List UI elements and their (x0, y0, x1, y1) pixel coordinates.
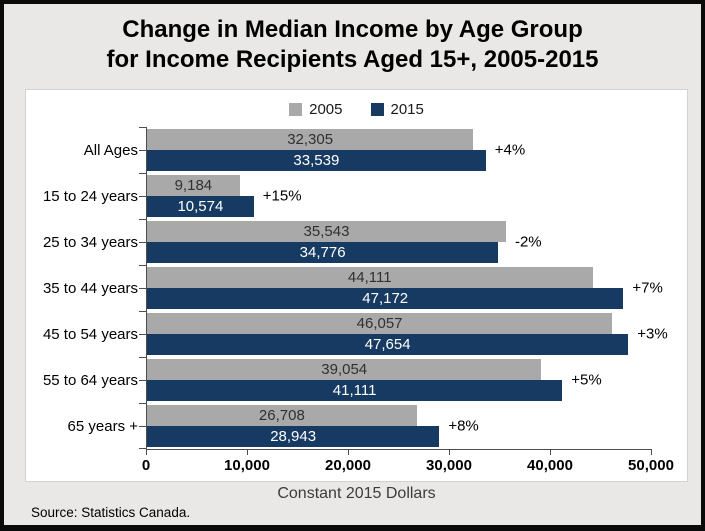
bar-2005: 39,054 (147, 359, 542, 380)
value-label: 41,111 (332, 382, 377, 399)
y-axis-tick (139, 288, 146, 289)
y-axis-tick (139, 403, 146, 404)
plot-area: 32,305 33,539 +4% 9,184 10,574 +15% 35,543 34,7… (139, 127, 668, 450)
y-axis-tick (139, 448, 146, 449)
value-label: 39,054 (321, 361, 368, 378)
bar-2015: 10,574 (147, 196, 254, 217)
y-axis-tick (139, 196, 146, 197)
y-axis-tick (139, 150, 146, 151)
category-label: 65 years + (67, 417, 138, 435)
value-label: 44,111 (347, 269, 392, 286)
y-axis-tick (139, 242, 146, 243)
y-axis-tick (139, 357, 146, 358)
bar-group: 44,111 47,172 +7% (147, 265, 663, 311)
percent-change-label: +5% (571, 371, 602, 389)
legend-label-2005: 2005 (309, 101, 343, 118)
percent-change-label: +7% (632, 279, 663, 297)
source-note: Source: Statistics Canada. (31, 505, 191, 520)
bar-2005: 46,057 (147, 313, 613, 334)
legend-item-2015: 2015 (370, 101, 424, 118)
bar-2015: 33,539 (147, 150, 486, 171)
percent-change-label: +4% (494, 141, 526, 159)
y-axis-tick (139, 219, 146, 220)
bar-2005: 35,543 (147, 221, 506, 242)
category-label: 25 to 34 years (42, 233, 138, 251)
bar-2005: 9,184 (147, 175, 240, 196)
bar-2005: 44,111 (147, 267, 593, 288)
bar-2005: 26,708 (147, 405, 417, 426)
category-label: 35 to 44 years (42, 279, 138, 297)
value-label: 47,172 (362, 290, 409, 307)
x-axis-tick-label: 10,000 (224, 457, 270, 474)
category-axis-labels: All Ages 15 to 24 years 25 to 34 years 35 t… (26, 127, 138, 449)
value-label: 35,543 (303, 223, 350, 240)
category-label: 55 to 64 years (42, 371, 138, 389)
legend-swatch-2015-icon (370, 103, 384, 116)
bar-2015: 28,943 (147, 426, 440, 447)
legend-swatch-2005-icon (289, 103, 303, 116)
legend-item-2005: 2005 (289, 101, 343, 118)
percent-change-label: +3% (637, 325, 668, 343)
x-axis: 0 10,000 20,000 30,000 40,000 50,000 (142, 449, 674, 483)
bar-2005: 32,305 (147, 129, 474, 150)
y-axis-tick (139, 380, 146, 381)
value-label: 46,057 (356, 315, 403, 332)
x-axis-tick (651, 449, 652, 455)
value-label: 33,539 (293, 152, 340, 169)
chart-title-line2: for Income Recipients Aged 15+, 2005-201… (106, 46, 599, 73)
y-axis-tick (139, 265, 146, 266)
category-label: All Ages (83, 141, 138, 159)
bar-2015: 41,111 (147, 380, 563, 401)
plot-panel: 2005 2015 All Ages 15 to 24 years 25 to 34… (25, 89, 688, 482)
value-label: 9,184 (174, 177, 213, 194)
category-label: 45 to 54 years (42, 325, 138, 343)
bar-2015: 34,776 (147, 242, 499, 263)
percent-change-label: -2% (514, 233, 542, 251)
value-label: 32,305 (287, 131, 334, 148)
bar-group: 39,054 41,111 +5% (147, 357, 652, 403)
x-axis-tick (247, 449, 248, 455)
x-axis-tick-label: 30,000 (426, 457, 472, 474)
value-label: 34,776 (299, 244, 346, 261)
bar-group: 46,057 47,654 +3% (147, 311, 668, 357)
y-axis-tick (139, 173, 146, 174)
value-label: 28,943 (270, 428, 317, 445)
x-axis-tick (550, 449, 551, 455)
value-label: 26,708 (258, 407, 305, 424)
legend-label-2015: 2015 (390, 101, 424, 118)
x-axis-title: Constant 2015 Dollars (277, 485, 436, 502)
percent-change-label: +15% (262, 187, 302, 205)
x-axis-tick-label: 40,000 (527, 457, 573, 474)
x-axis-tick-label: 20,000 (325, 457, 371, 474)
y-axis-tick (139, 334, 146, 335)
chart-title: Change in Median Income by Age Group for… (4, 15, 701, 75)
bar-group: 26,708 28,943 +8% (147, 403, 652, 449)
y-axis-tick (139, 127, 146, 128)
bar-2015: 47,654 (147, 334, 629, 355)
bar-group: 35,543 34,776 -2% (147, 219, 652, 265)
bar-2015: 47,172 (147, 288, 624, 309)
value-label: 10,574 (177, 198, 224, 215)
chart-title-line1: Change in Median Income by Age Group (122, 16, 583, 43)
x-axis-tick (146, 449, 147, 455)
x-axis-tick (348, 449, 349, 455)
y-axis-tick (139, 426, 146, 427)
bar-group: 32,305 33,539 +4% (147, 127, 652, 173)
legend: 2005 2015 (26, 101, 687, 118)
bar-group: 9,184 10,574 +15% (147, 173, 652, 219)
x-axis-tick (449, 449, 450, 455)
x-axis-tick-label: 50,000 (628, 457, 674, 474)
x-axis-tick-label: 0 (141, 457, 151, 474)
category-label: 15 to 24 years (42, 187, 138, 205)
y-axis-tick (139, 311, 146, 312)
value-label: 47,654 (364, 336, 411, 353)
percent-change-label: +8% (448, 417, 479, 435)
